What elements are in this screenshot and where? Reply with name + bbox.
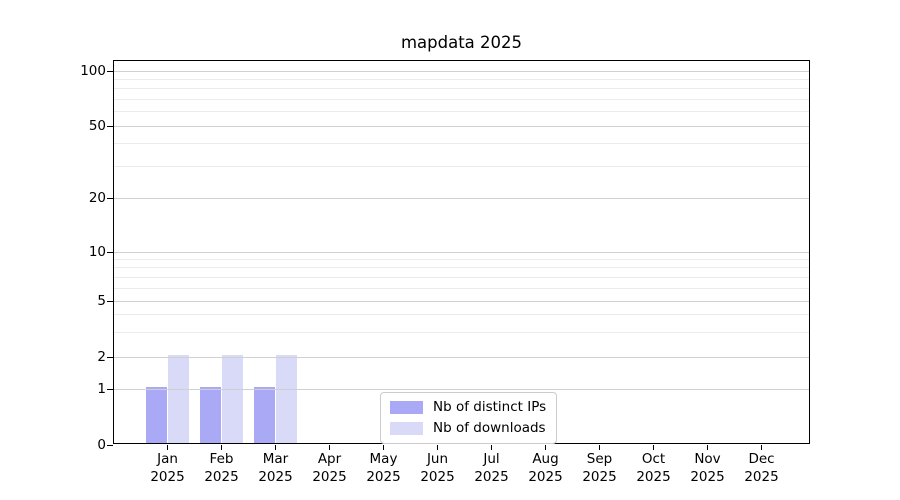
- y-tick-label: 100: [80, 63, 106, 79]
- legend-entry: Nb of downloads: [390, 420, 546, 437]
- bar-downloads-mar: [275, 355, 298, 443]
- x-tick-mark: [274, 445, 277, 450]
- y-tick-label: 1: [97, 381, 106, 397]
- gridline-minor: [114, 111, 809, 113]
- bars-layer: [114, 61, 809, 443]
- bar-ips-mar: [253, 387, 276, 443]
- y-tick-label: 2: [97, 349, 106, 365]
- bar-downloads-jan: [167, 355, 190, 443]
- y-tick-label: 50: [88, 118, 106, 134]
- gridline-major: [114, 388, 809, 390]
- y-tick-label: 20: [88, 190, 106, 206]
- gridline-minor: [114, 143, 809, 145]
- x-tick-label: Oct 2025: [636, 451, 671, 485]
- y-tick-label: 5: [97, 293, 106, 309]
- y-tick-mark: [107, 300, 113, 302]
- x-tick-mark: [490, 445, 493, 450]
- x-tick-mark: [760, 445, 763, 450]
- legend: Nb of distinct IPs Nb of downloads: [380, 392, 558, 444]
- x-tick-mark: [598, 445, 601, 450]
- y-tick-mark: [107, 251, 113, 253]
- x-tick-mark: [652, 445, 655, 450]
- x-tick-label: Sep 2025: [582, 451, 617, 485]
- gridline-minor: [114, 258, 809, 260]
- gridline-major: [114, 125, 809, 127]
- legend-label: Nb of distinct IPs: [433, 399, 547, 415]
- gridline-minor: [114, 98, 809, 100]
- bar-downloads-feb: [221, 355, 244, 443]
- bar-ips-jan: [145, 387, 168, 443]
- x-tick-label: Aug 2025: [528, 451, 563, 485]
- gridline-minor: [114, 88, 809, 90]
- x-tick-mark: [220, 445, 223, 450]
- gridline-minor: [114, 276, 809, 278]
- gridline-minor: [114, 331, 809, 333]
- y-tick-mark: [107, 388, 113, 390]
- bar-ips-feb: [199, 387, 222, 443]
- x-tick-mark: [382, 445, 385, 450]
- legend-entry: Nb of distinct IPs: [390, 399, 546, 416]
- plot-area: 0 1 2 5 10 20 50 100 Jan 2025 Feb 2025 Mar 2025 Apr 202…: [80, 60, 810, 485]
- x-tick-label: Mar 2025: [258, 451, 293, 485]
- x-tick-label: Feb 2025: [204, 451, 239, 485]
- gridline-major: [114, 356, 809, 358]
- x-tick-label: May 2025: [366, 451, 401, 485]
- gridline-major: [114, 251, 809, 253]
- x-tick-mark: [328, 445, 331, 450]
- x-tick-mark: [436, 445, 439, 450]
- gridline-minor: [114, 287, 809, 289]
- legend-swatch-ips: [390, 401, 423, 414]
- x-tick-mark: [706, 445, 709, 450]
- gridline-minor: [114, 165, 809, 167]
- x-tick-label: Apr 2025: [312, 451, 347, 485]
- gridline-major: [114, 197, 809, 199]
- x-tick-label: Nov 2025: [690, 451, 725, 485]
- x-tick-label: Dec 2025: [744, 451, 779, 485]
- chart-title: mapdata 2025: [400, 33, 523, 52]
- x-tick-mark: [166, 445, 169, 450]
- x-tick-label: Jun 2025: [420, 451, 455, 485]
- x-tick-label: Jul 2025: [474, 451, 509, 485]
- legend-swatch-downloads: [390, 422, 423, 435]
- axis-layer: 0 1 2 5 10 20 50 100 Jan 2025 Feb 2025 Mar 2025 Apr 202…: [80, 61, 809, 485]
- y-tick-mark: [107, 356, 113, 358]
- gridline-major: [114, 70, 809, 72]
- gridline-major: [114, 300, 809, 302]
- x-tick-mark: [544, 445, 547, 450]
- y-tick-mark: [107, 197, 113, 199]
- y-tick-label: 0: [97, 437, 106, 453]
- gridline-minor: [114, 78, 809, 80]
- legend-label: Nb of downloads: [433, 420, 546, 436]
- x-tick-label: Jan 2025: [150, 451, 185, 485]
- y-tick-mark: [107, 70, 113, 72]
- grid-layer: [114, 61, 809, 443]
- y-tick-label: 10: [88, 244, 106, 260]
- y-tick-mark: [107, 125, 113, 127]
- gridline-minor: [114, 267, 809, 269]
- gridline-minor: [114, 314, 809, 316]
- y-tick-mark: [107, 444, 113, 446]
